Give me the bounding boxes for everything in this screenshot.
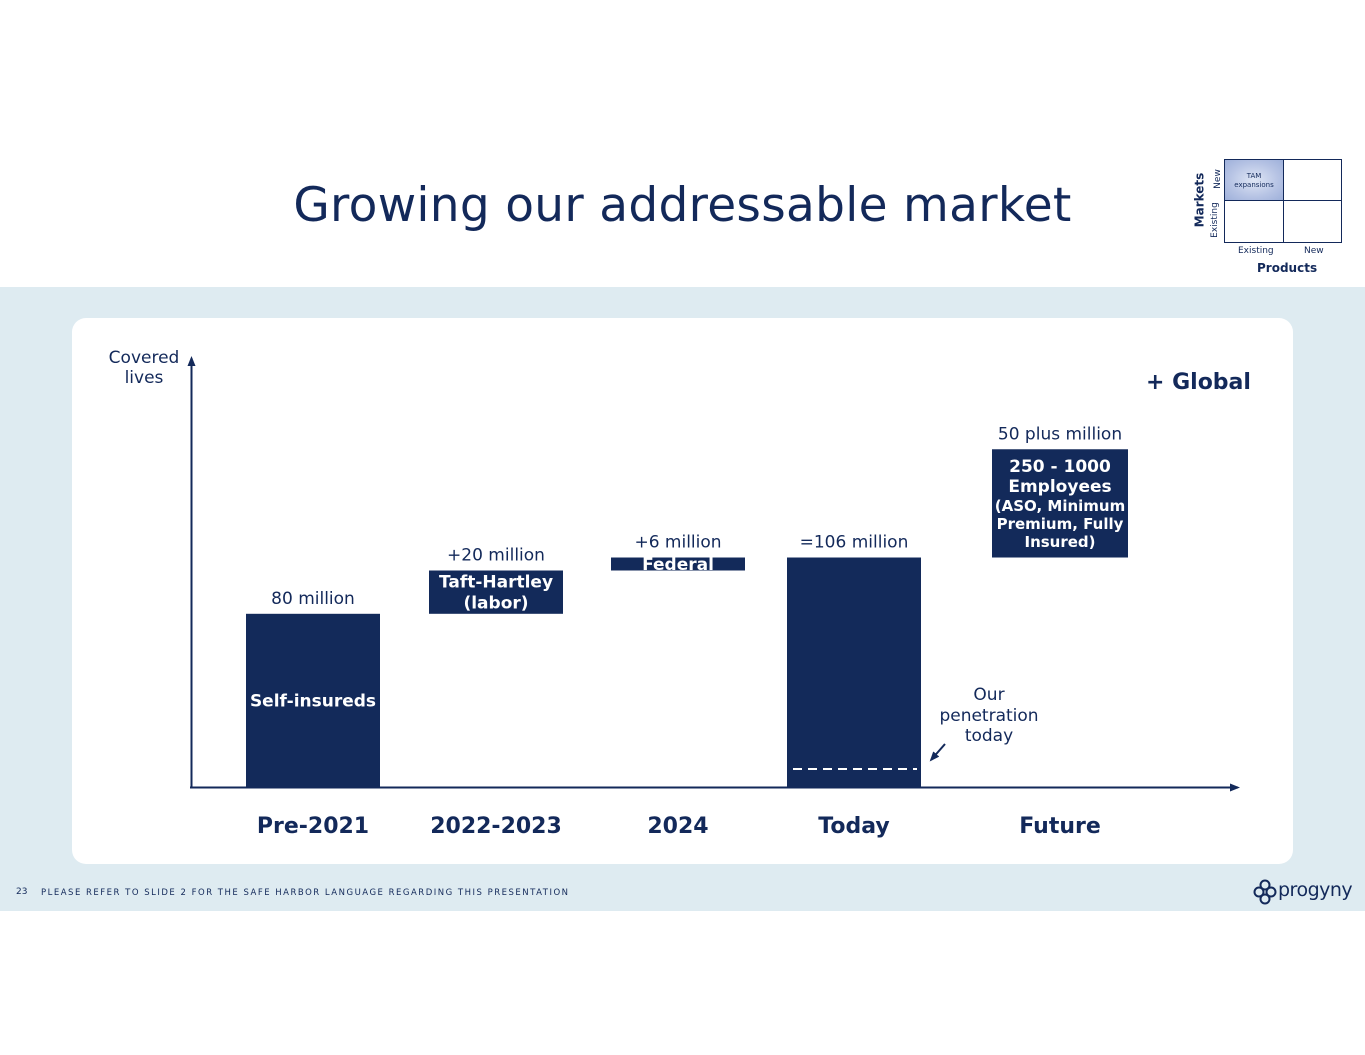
global-annotation: + Global: [1146, 370, 1251, 395]
bar-text: Insured): [1024, 533, 1095, 551]
bar-today: [787, 557, 921, 787]
value-label: 50 plus million: [998, 424, 1122, 444]
penetration-line3: today: [965, 726, 1013, 746]
page-number: 23: [16, 887, 28, 897]
category-label: 2022-2023: [430, 814, 562, 839]
safe-harbor-footer: PLEASE REFER TO SLIDE 2 FOR THE SAFE HAR…: [41, 888, 570, 898]
bar-2022-2023: [429, 570, 563, 614]
matrix-x-new: New: [1304, 246, 1324, 256]
progyny-logo-icon: [1253, 879, 1277, 905]
value-label: +6 million: [634, 533, 721, 553]
category-label: Today: [818, 814, 889, 839]
matrix-highlight-line2: expansions: [1234, 181, 1274, 189]
ansoff-matrix: TAM expansions Markets New Existing Exis…: [1186, 150, 1361, 280]
bar-text: Taft-Hartley: [439, 573, 553, 593]
bar-text: Self-insureds: [250, 691, 376, 711]
progyny-logo-text: progyny: [1278, 879, 1353, 901]
value-label: =106 million: [800, 533, 909, 553]
bar-text: Employees: [1008, 477, 1111, 497]
bar-pre-2021: [246, 613, 380, 787]
y-axis-label-line2: lives: [125, 368, 164, 388]
bar-text: 250 - 1000: [1009, 457, 1111, 477]
y-axis-label-line1: Covered: [109, 348, 180, 368]
penetration-line1: Our: [973, 685, 1004, 705]
matrix-x-title: Products: [1257, 261, 1318, 275]
matrix-cell-existing-new: [1283, 200, 1342, 243]
bar-text: (ASO, Minimum: [995, 497, 1125, 515]
penetration-line2: penetration: [939, 706, 1038, 726]
category-label: Pre-2021: [257, 814, 369, 839]
bar-future: [992, 449, 1128, 558]
category-label: Future: [1019, 814, 1101, 839]
category-label: 2024: [647, 814, 708, 839]
bar-text: (labor): [463, 594, 528, 614]
matrix-cell-tam-expansions: TAM expansions: [1224, 159, 1284, 201]
bar-2024: [611, 557, 745, 571]
penetration-arrow: [929, 743, 946, 762]
matrix-x-existing: Existing: [1238, 246, 1274, 256]
page-title: Growing our addressable market: [293, 178, 1072, 233]
value-label: 80 million: [271, 589, 355, 609]
bar-text: Premium, Fully: [997, 515, 1124, 533]
matrix-highlight-line1: TAM: [1246, 172, 1262, 180]
bar-text: Federal: [642, 555, 714, 575]
value-label: +20 million: [447, 546, 545, 566]
